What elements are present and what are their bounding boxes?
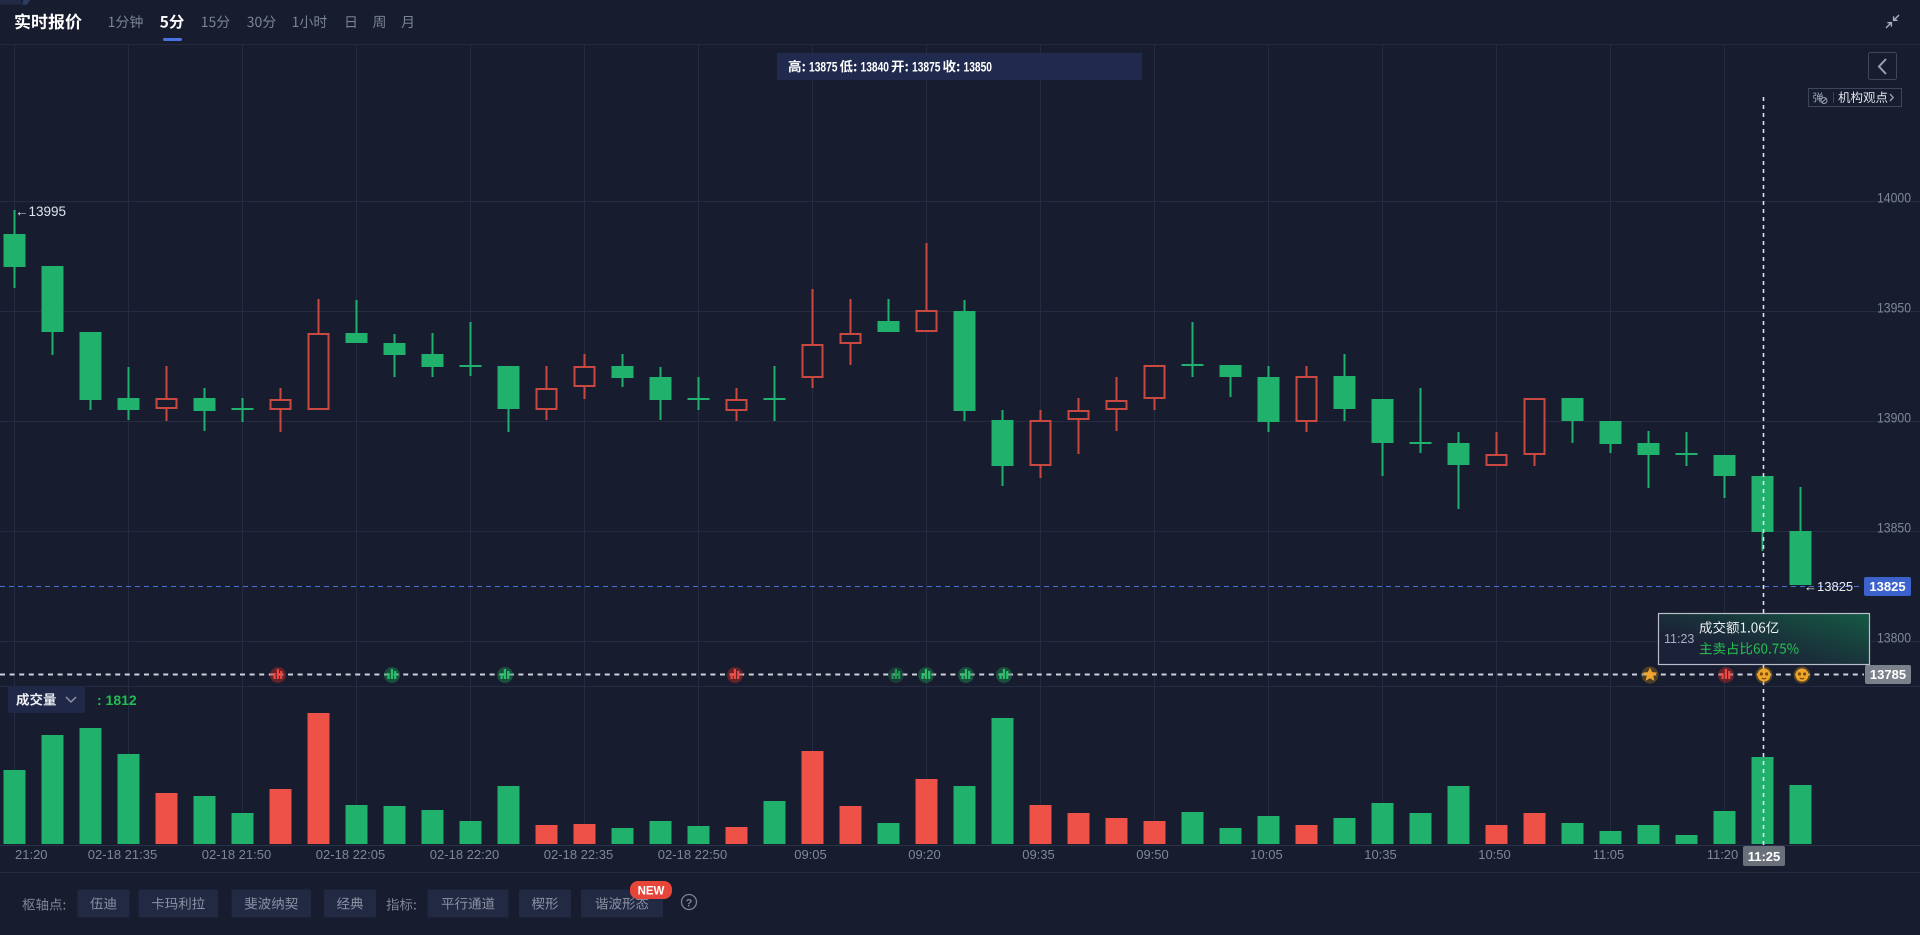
svg-text:13875: 13875 xyxy=(809,59,838,75)
svg-text:02-18 22:05: 02-18 22:05 xyxy=(316,847,385,862)
svg-text:10:50: 10:50 xyxy=(1478,847,1511,862)
svg-text:10:05: 10:05 xyxy=(1250,847,1283,862)
svg-text:13950: 13950 xyxy=(1877,301,1911,316)
svg-text:11:20: 11:20 xyxy=(1707,847,1739,862)
svg-text:13900: 13900 xyxy=(1877,411,1911,426)
svg-text:02-18 22:35: 02-18 22:35 xyxy=(544,847,613,862)
svg-text:11:05: 11:05 xyxy=(1593,847,1625,862)
svg-text:?: ? xyxy=(686,898,693,910)
svg-text:←13995: ←13995 xyxy=(15,204,66,219)
svg-text:09:05: 09:05 xyxy=(794,847,827,862)
svg-text:13840: 13840 xyxy=(861,59,890,75)
svg-text:02-18 22:20: 02-18 22:20 xyxy=(430,847,499,862)
svg-text:13875: 13875 xyxy=(912,59,941,75)
svg-text:09:20: 09:20 xyxy=(908,847,941,862)
svg-text:14000: 14000 xyxy=(1877,191,1911,206)
svg-text:13785: 13785 xyxy=(1870,667,1906,682)
svg-text:02-18 22:50: 02-18 22:50 xyxy=(658,847,727,862)
svg-text:02-18 21:35: 02-18 21:35 xyxy=(88,847,157,862)
svg-text:: 1812: : 1812 xyxy=(97,692,137,708)
svg-text:NEW: NEW xyxy=(638,886,665,898)
svg-text:11:25: 11:25 xyxy=(1748,849,1781,864)
svg-text:10:35: 10:35 xyxy=(1364,847,1397,862)
svg-text:11:23: 11:23 xyxy=(1664,632,1694,646)
svg-text:09:35: 09:35 xyxy=(1022,847,1055,862)
svg-text:13825: 13825 xyxy=(1869,579,1905,594)
svg-text:13800: 13800 xyxy=(1877,631,1911,646)
svg-text:13850: 13850 xyxy=(964,59,993,75)
svg-text:←13825: ←13825 xyxy=(1804,579,1853,594)
svg-text:13850: 13850 xyxy=(1877,521,1911,536)
svg-text:02-18 21:50: 02-18 21:50 xyxy=(202,847,271,862)
svg-text:21:20: 21:20 xyxy=(15,847,48,862)
svg-text:09:50: 09:50 xyxy=(1136,847,1169,862)
